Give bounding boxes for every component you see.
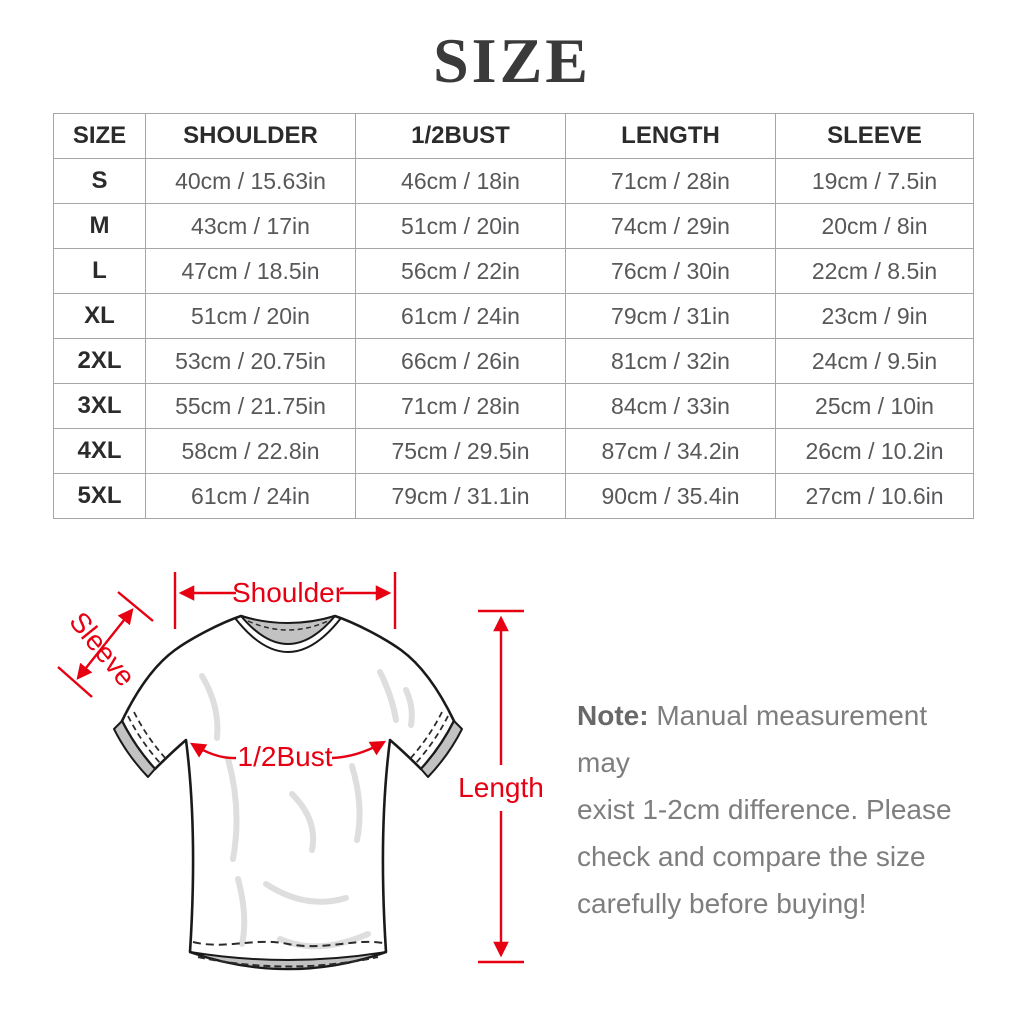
table-cell: 81cm / 32in [565,338,776,384]
table-cell: 74cm / 29in [565,203,776,249]
table-cell: 46cm / 18in [355,158,566,204]
bust-measurement: 1/2Bust [190,740,387,772]
collar-inside [240,615,336,645]
table-cell: 66cm / 26in [355,338,566,384]
table-cell: 47cm / 18.5in [145,248,356,294]
table-cell: 79cm / 31in [565,293,776,339]
table-cell: 55cm / 21.75in [145,383,356,429]
table-cell: 71cm / 28in [565,158,776,204]
table-cell: 26cm / 10.2in [775,428,974,474]
tshirt-illustration [113,614,463,971]
size-cell: M [53,203,146,249]
table-cell: 75cm / 29.5in [355,428,566,474]
hem-band [189,951,387,970]
table-row: L 47cm / 18.5in 56cm / 22in 76cm / 30in … [53,248,974,294]
table-row: 2XL 53cm / 20.75in 66cm / 26in 81cm / 32… [53,338,974,384]
table-cell: 24cm / 9.5in [775,338,974,384]
note-line: exist 1-2cm difference. Please [577,794,952,825]
table-cell: 27cm / 10.6in [775,473,974,519]
table-row: 5XL 61cm / 24in 79cm / 31.1in 90cm / 35.… [53,473,974,519]
table-header-row: SIZE SHOULDER 1/2BUST LENGTH SLEEVE [53,113,974,159]
column-header-bust: 1/2BUST [355,113,566,159]
table-cell: 76cm / 30in [565,248,776,294]
column-header-size: SIZE [53,113,146,159]
table-row: XL 51cm / 20in 61cm / 24in 79cm / 31in 2… [53,293,974,339]
size-cell: XL [53,293,146,339]
table-row: M 43cm / 17in 51cm / 20in 74cm / 29in 20… [53,203,974,249]
size-cell: S [53,158,146,204]
length-label: Length [458,772,544,803]
measurement-note: Note: Manual measurement may exist 1-2cm… [577,692,987,927]
shoulder-label: Shoulder [232,577,344,608]
sleeve-label: Sleeve [63,606,141,692]
bust-label: 1/2Bust [238,741,333,772]
table-cell: 22cm / 8.5in [775,248,974,294]
table-cell: 87cm / 34.2in [565,428,776,474]
table-cell: 51cm / 20in [355,203,566,249]
size-table: SIZE SHOULDER 1/2BUST LENGTH SLEEVE S 40… [53,113,974,519]
table-cell: 56cm / 22in [355,248,566,294]
size-cell: L [53,248,146,294]
table-cell: 90cm / 35.4in [565,473,776,519]
right-cuff [420,720,463,778]
table-row: 3XL 55cm / 21.75in 71cm / 28in 84cm / 33… [53,383,974,429]
table-cell: 71cm / 28in [355,383,566,429]
table-cell: 53cm / 20.75in [145,338,356,384]
table-cell: 40cm / 15.63in [145,158,356,204]
table-cell: 19cm / 7.5in [775,158,974,204]
table-row: 4XL 58cm / 22.8in 75cm / 29.5in 87cm / 3… [53,428,974,474]
size-cell: 3XL [53,383,146,429]
table-cell: 23cm / 9in [775,293,974,339]
table-cell: 61cm / 24in [355,293,566,339]
tshirt-outline [120,614,456,971]
table-cell: 58cm / 22.8in [145,428,356,474]
table-cell: 61cm / 24in [145,473,356,519]
table-row: S 40cm / 15.63in 46cm / 18in 71cm / 28in… [53,158,974,204]
column-header-sleeve: SLEEVE [775,113,974,159]
length-measurement: Length [458,609,544,964]
tshirt-measurement-diagram: Shoulder Sleeve 1/2Bust Length [57,572,544,971]
table-cell: 20cm / 8in [775,203,974,249]
left-cuff [113,720,156,778]
table-cell: 43cm / 17in [145,203,356,249]
column-header-length: LENGTH [565,113,776,159]
note-line: check and compare the size [577,841,926,872]
shoulder-measurement: Shoulder [173,572,397,629]
note-line: carefully before buying! [577,888,867,919]
page-title: SIZE [433,25,591,96]
table-cell: 25cm / 10in [775,383,974,429]
note-line: Note: Manual measurement may [577,700,928,778]
size-cell: 4XL [53,428,146,474]
note-prefix: Note: [577,700,649,731]
column-header-shoulder: SHOULDER [145,113,356,159]
table-cell: 79cm / 31.1in [355,473,566,519]
sleeve-measurement: Sleeve [57,591,154,698]
size-cell: 5XL [53,473,146,519]
table-cell: 84cm / 33in [565,383,776,429]
size-cell: 2XL [53,338,146,384]
table-cell: 51cm / 20in [145,293,356,339]
